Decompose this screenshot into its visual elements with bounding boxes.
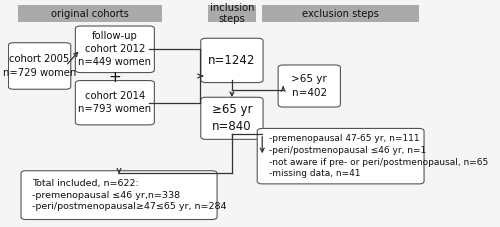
FancyBboxPatch shape xyxy=(21,171,217,220)
Text: -premenopausal 47-65 yr, n=111
-peri/postmenopausal ≤46 yr, n=1
-not aware if pr: -premenopausal 47-65 yr, n=111 -peri/pos… xyxy=(268,134,488,178)
FancyBboxPatch shape xyxy=(208,5,256,22)
FancyBboxPatch shape xyxy=(76,81,154,125)
Text: n=1242: n=1242 xyxy=(208,54,256,67)
Text: ≥65 yr
n=840: ≥65 yr n=840 xyxy=(212,103,252,133)
Text: follow-up
cohort 2012
n=449 women: follow-up cohort 2012 n=449 women xyxy=(78,31,152,67)
FancyBboxPatch shape xyxy=(257,128,424,184)
FancyBboxPatch shape xyxy=(8,43,71,89)
Text: cohort 2014
n=793 women: cohort 2014 n=793 women xyxy=(78,91,152,114)
FancyBboxPatch shape xyxy=(18,5,162,22)
Text: Total included, n=622:
-premenopausal ≤46 yr,n=338
-peri/postmenopausal≥47≤65 yr: Total included, n=622: -premenopausal ≤4… xyxy=(32,179,227,211)
Text: original cohorts: original cohorts xyxy=(51,9,128,19)
Text: cohort 2005
n=729 women: cohort 2005 n=729 women xyxy=(3,54,76,78)
Text: exclusion steps: exclusion steps xyxy=(302,9,379,19)
FancyBboxPatch shape xyxy=(76,26,154,73)
Text: >65 yr
n=402: >65 yr n=402 xyxy=(292,74,327,98)
FancyBboxPatch shape xyxy=(201,38,263,83)
FancyBboxPatch shape xyxy=(201,97,263,139)
FancyBboxPatch shape xyxy=(278,65,340,107)
FancyBboxPatch shape xyxy=(262,5,419,22)
Text: +: + xyxy=(108,70,121,85)
Text: inclusion
steps: inclusion steps xyxy=(210,3,254,25)
